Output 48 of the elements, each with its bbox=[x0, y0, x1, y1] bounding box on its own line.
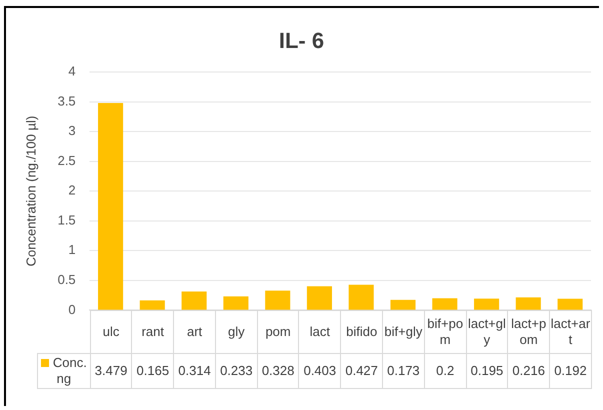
y-tick-label: 3.5 bbox=[58, 93, 76, 108]
data-label: 0.2 bbox=[424, 354, 466, 389]
bar bbox=[265, 290, 290, 310]
data-label: 0.173 bbox=[382, 354, 424, 389]
bar bbox=[474, 298, 500, 310]
data-label: 3.479 bbox=[90, 354, 132, 389]
x-tick-label: pom bbox=[257, 310, 299, 354]
bar bbox=[182, 292, 207, 310]
x-tick-label: rant bbox=[132, 310, 174, 354]
bar bbox=[140, 300, 165, 310]
x-tick-label: lact+pom bbox=[508, 310, 550, 354]
data-label: 0.192 bbox=[550, 354, 592, 389]
data-label: 0.195 bbox=[466, 354, 508, 389]
y-tick-label: 0.5 bbox=[58, 272, 76, 288]
data-label: 0.403 bbox=[298, 354, 341, 389]
data-label: 0.165 bbox=[132, 354, 174, 389]
data-label: 0.216 bbox=[508, 354, 550, 389]
data-label: 0.328 bbox=[257, 354, 299, 389]
bar bbox=[558, 298, 583, 310]
bar bbox=[432, 298, 458, 310]
x-tick-label: lact+art bbox=[550, 310, 592, 354]
legend-label: Conc. ng bbox=[38, 354, 90, 389]
y-tick-label: 3 bbox=[68, 123, 76, 138]
data-label: 0.427 bbox=[340, 354, 383, 389]
y-tick-label: 4 bbox=[68, 64, 76, 79]
x-tick-label: bifido bbox=[340, 310, 383, 354]
x-tick-label: lact+gly bbox=[466, 310, 508, 354]
bar bbox=[348, 284, 374, 310]
y-tick-label: 2.5 bbox=[58, 152, 76, 168]
chart-title: IL- 6 bbox=[278, 28, 326, 54]
x-tick-label: ulc bbox=[90, 310, 132, 354]
y-tick-label: 2 bbox=[68, 182, 76, 198]
bar bbox=[390, 300, 416, 310]
y-tick-label: 1.5 bbox=[58, 212, 76, 228]
data-label: 0.233 bbox=[215, 354, 258, 389]
bar bbox=[516, 297, 541, 310]
x-tick-label: art bbox=[174, 310, 216, 354]
y-axis-title: Concentration (ng./100 µl) bbox=[23, 116, 38, 266]
x-tick-label: bif+gly bbox=[382, 310, 424, 354]
y-tick-label: 1 bbox=[68, 242, 76, 258]
x-tick-label: lact bbox=[298, 310, 341, 354]
y-tick-label: 0 bbox=[68, 302, 76, 317]
bar bbox=[223, 296, 248, 310]
bar bbox=[306, 286, 332, 310]
x-tick-label: bif+pom bbox=[424, 310, 466, 354]
x-tick-label: gly bbox=[215, 310, 258, 354]
bar bbox=[98, 103, 124, 310]
data-label: 0.314 bbox=[174, 354, 216, 389]
